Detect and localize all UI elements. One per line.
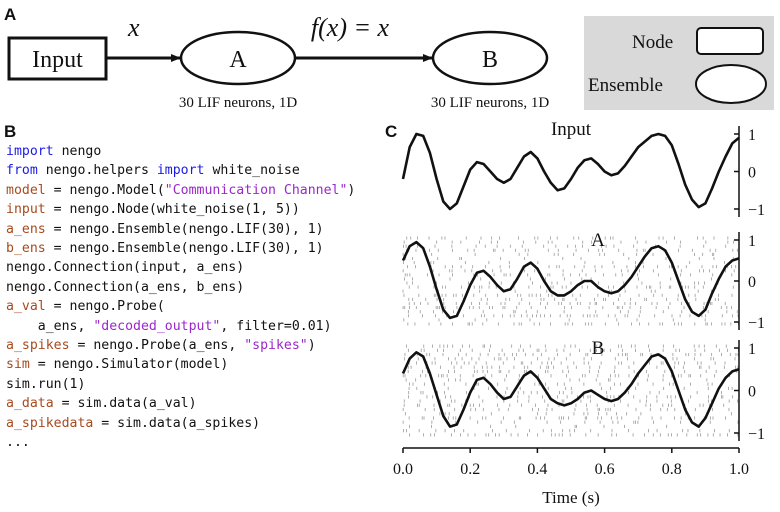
series-line [401, 240, 740, 320]
code-token: import [156, 163, 205, 179]
code-token: "decoded_output" [93, 318, 221, 334]
series-line [401, 132, 740, 211]
code-token: = nengo.Probe( [45, 299, 165, 315]
code-line: nengo.Connection(a_ens, b_ens) [6, 278, 355, 297]
code-line: a_val = nengo.Probe( [6, 297, 355, 316]
code-listing: import nengo from nengo.helpers import wh… [6, 142, 355, 453]
code-token: from [6, 163, 38, 179]
ensemble-b [431, 30, 549, 86]
code-token: white_noise [204, 163, 300, 179]
code-token: = nengo.Node(white_noise(1, 5)) [45, 202, 300, 218]
code-token: = nengo.Ensemble(nengo.LIF(30), 1) [45, 221, 324, 237]
code-token: a_spikes [6, 338, 70, 354]
code-line: input = nengo.Node(white_noise(1, 5)) [6, 200, 355, 219]
legend-ensemble-label: Ensemble [588, 75, 663, 96]
chart-title: A [591, 230, 605, 251]
panel-c-charts: 1 0 −1 Input 1 0 −1 A 1 0 −1 B 0.0 0.2 0.4 0.6 0.8 1.0 [393, 119, 765, 478]
x-tick-label: 0.4 [527, 461, 547, 478]
code-token: a_ens [6, 221, 46, 237]
code-line: a_data = sim.data(a_val) [6, 394, 355, 413]
code-line: nengo.Connection(input, a_ens) [6, 258, 355, 277]
code-token: input [6, 202, 46, 218]
code-token: b_ens [6, 241, 46, 257]
code-token: = nengo.Model( [45, 182, 165, 198]
y-tick-label: 0 [748, 274, 756, 291]
code-token: ) [307, 338, 316, 354]
code-token: = sim.data(a_spikes) [93, 415, 261, 431]
y-tick-label: −1 [748, 426, 765, 443]
chart-title: B [592, 338, 605, 359]
code-line: from nengo.helpers import white_noise [6, 161, 355, 180]
chart-1: 1 0 −1 A [401, 230, 765, 332]
y-tick-label: 1 [748, 341, 756, 358]
code-token: sim [6, 357, 30, 373]
code-token: a_spikedata [6, 415, 94, 431]
legend-node-label: Node [632, 32, 673, 53]
code-token: nengo.Connection(a_ens, b_ens) [6, 279, 245, 295]
legend-node-shape [696, 27, 764, 55]
ensemble-b-name: B [482, 47, 498, 73]
code-token: , filter=0.01) [220, 318, 332, 334]
code-line: model = nengo.Model("Communication Chann… [6, 181, 355, 200]
code-token: a_ens, [6, 318, 94, 334]
code-token: a_val [6, 299, 46, 315]
code-token: model [6, 182, 46, 198]
x-tick-label: 0.6 [595, 461, 615, 478]
spike-raster [402, 344, 740, 437]
code-token: nengo [53, 144, 102, 159]
input-node-label: Input [32, 47, 83, 73]
code-line: b_ens = nengo.Ensemble(nengo.LIF(30), 1) [6, 239, 355, 258]
code-line: a_ens = nengo.Ensemble(nengo.LIF(30), 1) [6, 220, 355, 239]
y-tick-label: 1 [748, 233, 756, 250]
x-tick-label: 0.2 [460, 461, 480, 478]
y-tick-label: −1 [748, 202, 765, 219]
code-line: a_spikes = nengo.Probe(a_ens, "spikes") [6, 336, 355, 355]
panel-a-letter: A [4, 5, 16, 24]
chart-0: 1 0 −1 Input [401, 119, 765, 219]
y-tick-label: 1 [748, 127, 756, 144]
code-token: = nengo.Ensemble(nengo.LIF(30), 1) [45, 241, 324, 257]
spike-raster [402, 236, 739, 326]
chart-title: Input [551, 119, 592, 140]
code-token: nengo.helpers [37, 163, 157, 179]
code-line: sim.run(1) [6, 375, 355, 394]
code-token: = nengo.Probe(a_ens, [69, 338, 245, 354]
y-tick-label: −1 [748, 315, 765, 332]
code-token: ... [6, 435, 30, 451]
series-line [401, 351, 740, 428]
code-line: import nengo [6, 142, 355, 161]
code-line: ... [6, 433, 355, 452]
code-token: sim.run(1) [6, 376, 86, 392]
y-tick-label: 0 [748, 165, 756, 182]
ensemble-a-caption: 30 LIF neurons, 1D [179, 95, 297, 111]
legend-ensemble-shape [695, 64, 767, 104]
chart-2: 1 0 −1 B [401, 338, 765, 443]
edge-x-label: x [127, 13, 140, 42]
x-tick-label: 0.8 [662, 461, 682, 478]
x-tick-label: 0.0 [393, 461, 413, 478]
code-line: a_ens, "decoded_output", filter=0.01) [6, 317, 355, 336]
x-axis-label: Time (s) [542, 488, 599, 507]
code-line: sim = nengo.Simulator(model) [6, 355, 355, 374]
edge-function-label: f(x) = x [311, 13, 390, 42]
panel-b-letter: B [4, 122, 16, 141]
code-line: a_spikedata = sim.data(a_spikes) [6, 414, 355, 433]
code-token: "Communication Channel" [164, 182, 348, 198]
code-token: import [6, 144, 54, 159]
code-token: "spikes" [244, 338, 308, 354]
ensemble-a-name: A [229, 47, 247, 73]
code-token: nengo.Connection(input, a_ens) [6, 260, 245, 276]
x-tick-label: 1.0 [729, 461, 749, 478]
code-token: = nengo.Simulator(model) [29, 357, 229, 373]
ensemble-b-caption: 30 LIF neurons, 1D [431, 95, 549, 111]
code-token: a_data [6, 396, 54, 412]
code-token: = sim.data(a_val) [53, 396, 197, 412]
code-token: ) [347, 182, 356, 198]
panel-c-letter: C [385, 122, 397, 141]
y-tick-label: 0 [748, 384, 756, 401]
